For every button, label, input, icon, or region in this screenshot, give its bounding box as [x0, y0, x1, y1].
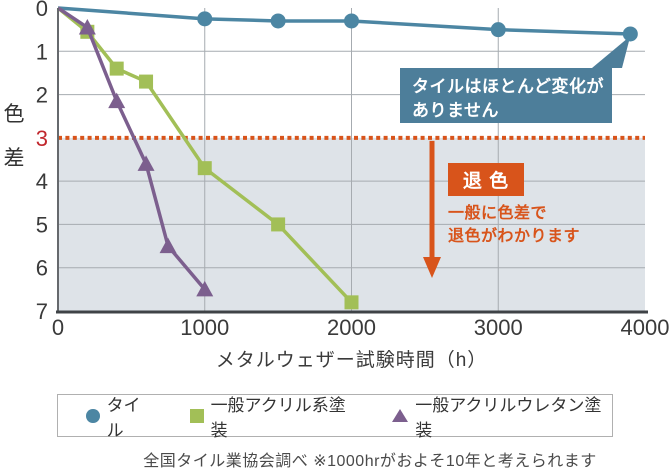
fade-arrow-head — [423, 257, 441, 278]
legend-item-acrylic: 一般アクリル系塗装 — [189, 391, 358, 441]
data-point — [108, 92, 126, 109]
tile-callout-line2: ありません — [412, 100, 499, 120]
y-axis-label: 色 差 — [3, 103, 25, 170]
square-marker-icon — [189, 408, 204, 423]
x-tick-label: 0 — [52, 315, 64, 340]
data-point — [344, 295, 359, 310]
fade-label-badge: 退 色 — [448, 163, 524, 196]
legend: タイル 一般アクリル系塗装 一般アクリルウレタン塗装 — [57, 394, 613, 440]
legend-label: 一般アクリルウレタン塗装 — [415, 395, 602, 440]
data-point — [159, 237, 177, 254]
x-tick-label: 2000 — [327, 315, 376, 340]
data-point — [197, 11, 213, 27]
y-tick-label: 3 — [36, 126, 48, 151]
y-tick-label: 7 — [36, 299, 48, 324]
data-point — [196, 280, 214, 297]
legend-label: 一般アクリル系塗装 — [210, 395, 346, 440]
data-point — [139, 74, 154, 89]
data-point — [137, 155, 155, 171]
x-axis-label: メタルウェザー試験時間（h） — [215, 350, 488, 371]
data-point — [109, 61, 124, 76]
y-tick-label: 0 — [36, 0, 48, 21]
fade-description-line2: 退色がわかります — [448, 228, 581, 246]
data-point — [622, 26, 638, 42]
plot-area: 0 1 2 3 4 5 6 7 0 1000 2000 3000 4000 色 差 メタルウェザー試験時… — [3, 0, 670, 371]
fade-description-line1: 一般に色差で — [448, 205, 548, 222]
tile-callout-line1: タイルはほとんど変化が — [412, 77, 604, 96]
callout-pointer — [592, 35, 631, 68]
fade-description: 一般に色差で 退色がわかります — [448, 202, 580, 248]
series-line-0 — [57, 6, 631, 36]
data-point — [78, 18, 96, 35]
series-line-2 — [57, 6, 207, 291]
x-tick-label: 4000 — [621, 315, 670, 340]
y-tick-label: 5 — [36, 212, 48, 237]
data-point — [270, 13, 286, 29]
source-caption: 全国タイル業協会調べ ※1000hrがおよそ10年と考えられます — [143, 453, 597, 470]
data-point — [490, 22, 506, 38]
x-tick-label: 1000 — [180, 315, 229, 340]
legend-item-tile: タイル — [86, 391, 156, 441]
y-tick-label: 4 — [36, 169, 48, 194]
y-tick-label: 6 — [36, 256, 48, 281]
data-point — [197, 161, 212, 176]
legend-item-urethane: 一般アクリルウレタン塗装 — [392, 391, 612, 441]
tile-callout: タイルはほとんど変化が ありません — [400, 68, 612, 123]
triangle-marker-icon — [392, 409, 409, 422]
data-point — [271, 217, 286, 232]
circle-marker-icon — [86, 408, 100, 423]
legend-label: タイル — [106, 395, 141, 440]
y-tick-label: 1 — [36, 39, 48, 64]
y-tick-label: 2 — [36, 83, 48, 108]
x-tick-label: 3000 — [474, 315, 523, 340]
data-point — [344, 13, 359, 29]
